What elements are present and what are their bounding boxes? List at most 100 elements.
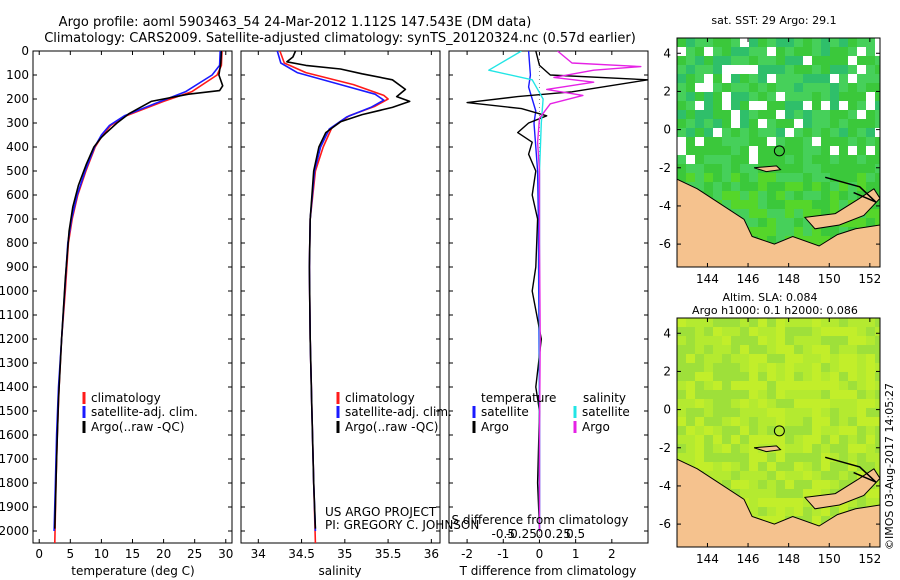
map-cell — [821, 101, 830, 110]
map-cell — [776, 110, 785, 119]
map-cell — [740, 363, 749, 372]
map-cell — [686, 426, 695, 435]
map-cell — [821, 489, 830, 498]
map-cell — [740, 417, 749, 426]
series-line-argo-raw-qc — [286, 51, 411, 529]
map-cell — [740, 462, 749, 471]
map-cell — [785, 399, 794, 408]
map-cell — [821, 110, 830, 119]
map-cell — [830, 318, 839, 327]
map-cell — [794, 462, 803, 471]
map-cell — [767, 200, 776, 209]
map-cell — [866, 92, 875, 101]
map-cell — [785, 363, 794, 372]
map-cell — [857, 173, 866, 182]
map-cell — [848, 363, 857, 372]
lat-tick-label: -2 — [659, 441, 671, 455]
map-cell — [731, 327, 740, 336]
map-cell — [677, 444, 686, 453]
difference-plot-frame — [448, 50, 649, 544]
legend-header-salinity: salinity — [583, 391, 626, 405]
map-cell — [722, 372, 731, 381]
map-cell — [821, 65, 830, 74]
map-cell — [704, 363, 713, 372]
map-cell — [821, 92, 830, 101]
map-cell — [722, 471, 731, 480]
map-cell — [749, 218, 758, 227]
map-cell — [812, 507, 821, 516]
map-cell — [875, 218, 880, 227]
map-cell — [812, 227, 821, 236]
map-cell — [686, 146, 695, 155]
map-cell — [758, 137, 767, 146]
series-group — [466, 51, 648, 543]
map-cell — [776, 381, 785, 390]
map-cell — [821, 47, 830, 56]
map-cell — [758, 462, 767, 471]
map-cell — [731, 480, 740, 489]
map-cell — [866, 489, 875, 498]
map-cell — [785, 381, 794, 390]
map-cell — [812, 453, 821, 462]
map-cell — [686, 318, 695, 327]
map-cell — [785, 191, 794, 200]
map-cell — [677, 146, 686, 155]
map-cell — [875, 498, 880, 507]
map-cell — [677, 56, 686, 65]
map-cell — [776, 345, 785, 354]
map-cell — [749, 155, 758, 164]
map-cell — [731, 354, 740, 363]
map-cell — [785, 453, 794, 462]
map-cell — [713, 101, 722, 110]
map-cell — [794, 336, 803, 345]
map-cell — [731, 47, 740, 56]
map-cell — [866, 390, 875, 399]
map-cell — [794, 345, 803, 354]
map-cell — [686, 128, 695, 137]
map-cell — [758, 209, 767, 218]
map-cell — [794, 471, 803, 480]
map-cell — [749, 327, 758, 336]
map-cell — [749, 453, 758, 462]
map-cell — [758, 83, 767, 92]
map-cell — [866, 417, 875, 426]
depth-tick-label: 1300 — [0, 356, 29, 370]
map-cell — [830, 417, 839, 426]
map-cell — [875, 336, 880, 345]
depth-tick-label: 500 — [6, 164, 29, 178]
map-cell — [731, 38, 740, 47]
map-cell — [803, 399, 812, 408]
map-cell — [830, 191, 839, 200]
map-cell — [677, 119, 686, 128]
map-cell — [839, 191, 848, 200]
salinity-axis-label: salinity — [318, 564, 361, 578]
map-cell — [785, 128, 794, 137]
map-cell — [875, 327, 880, 336]
map-cell — [758, 417, 767, 426]
map-cell — [803, 200, 812, 209]
map-cell — [731, 200, 740, 209]
map-cell — [830, 354, 839, 363]
map-cell — [758, 507, 767, 516]
map-cell — [803, 516, 812, 525]
map-cell — [803, 110, 812, 119]
map-cell — [749, 408, 758, 417]
map-cell — [686, 390, 695, 399]
imos-credit: ©IMOS 03-Aug-2017 14:05:27 — [883, 383, 896, 550]
map-cell — [776, 327, 785, 336]
map-cell — [758, 372, 767, 381]
map-cell — [758, 38, 767, 47]
map-cell — [794, 372, 803, 381]
legend-label-climatology: climatology — [345, 391, 415, 405]
map-cell — [740, 101, 749, 110]
map-cell — [866, 56, 875, 65]
map-cell — [749, 462, 758, 471]
map-cell — [758, 119, 767, 128]
map-cell — [767, 462, 776, 471]
x-tick-label: 30 — [218, 547, 233, 561]
map-cell — [830, 336, 839, 345]
map-cell — [875, 489, 880, 498]
map-cell — [803, 155, 812, 164]
map-cell — [722, 47, 731, 56]
map-cell — [794, 417, 803, 426]
